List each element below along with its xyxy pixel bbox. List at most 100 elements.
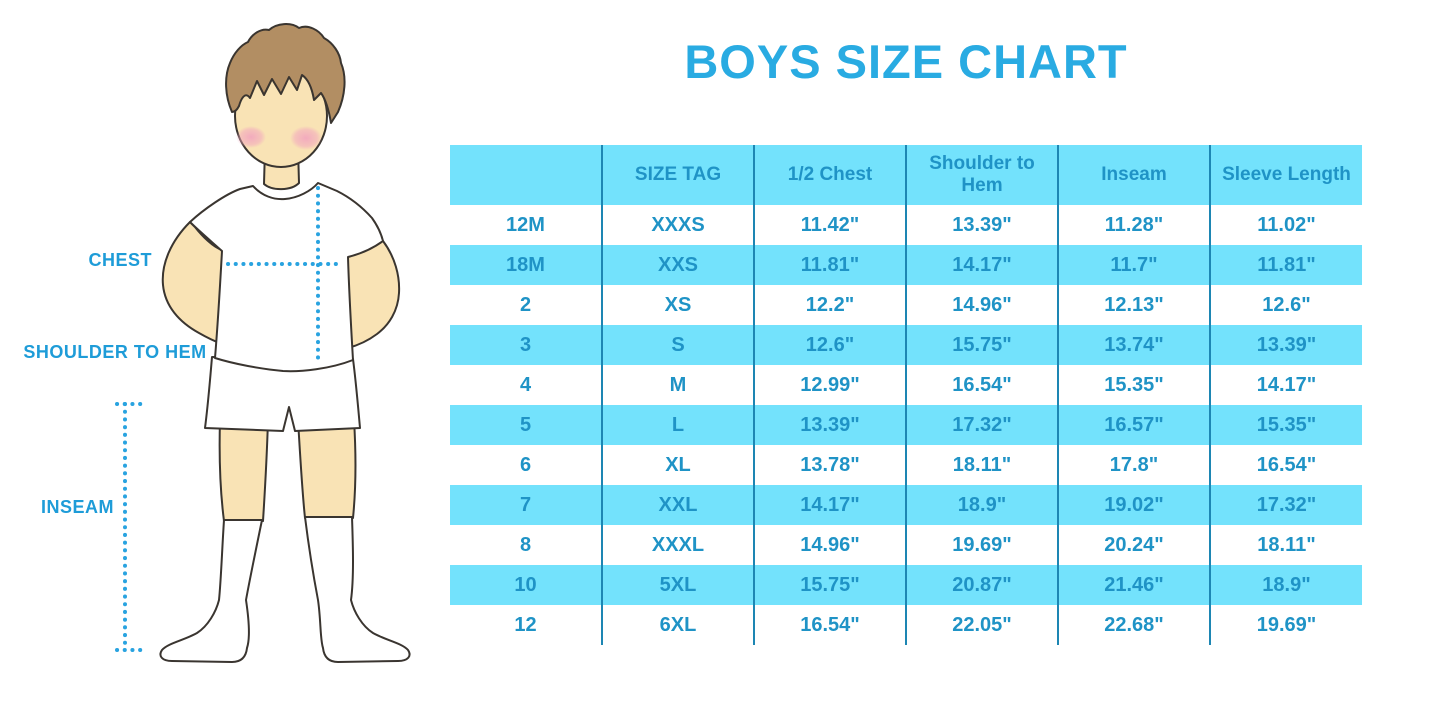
table-cell: 13.39" <box>753 405 906 445</box>
table-cell: 19.69" <box>1209 605 1362 645</box>
table-row: 12 6XL 16.54" 22.05" 22.68" 19.69" <box>450 605 1362 645</box>
table-cell: 14.17" <box>905 245 1058 285</box>
chest-label: CHEST <box>88 250 152 270</box>
right-leg-shape <box>297 419 357 519</box>
table-cell: 5 <box>450 405 602 445</box>
table-cell: 16.54" <box>1209 445 1362 485</box>
table-cell: 11.02" <box>1209 205 1362 245</box>
table-row: 5 L 13.39" 17.32" 16.57" 15.35" <box>450 405 1362 445</box>
table-cell: 13.78" <box>753 445 906 485</box>
table-cell: 19.69" <box>905 525 1058 565</box>
table-cell: 6 <box>519 453 532 476</box>
table-cell: 12 <box>514 613 537 636</box>
table-cell: 2 <box>519 293 532 316</box>
table-cell: 15.75" <box>905 325 1058 365</box>
table-cell: 18.11" <box>1209 525 1362 565</box>
tshirt-shape <box>189 182 384 373</box>
header-cell-inseam: Inseam <box>1057 145 1210 205</box>
table-cell: 19.02" <box>1057 485 1210 525</box>
table-cell: M <box>601 365 754 405</box>
blush-right <box>290 126 322 150</box>
table-cell: 12.99" <box>753 365 906 405</box>
header-cell-shoulder-to-hem: Shoulder to Hem <box>905 145 1058 205</box>
table-cell: 5XL <box>601 565 754 605</box>
table-cell: 22.68" <box>1057 605 1210 645</box>
table-cell: 18.9" <box>905 485 1058 525</box>
table-cell: 21.46" <box>1057 565 1210 605</box>
shorts-shape <box>204 356 361 432</box>
table-cell: 13.39" <box>1209 325 1362 365</box>
table-row: 7 XXL 14.17" 18.9" 19.02" 17.32" <box>450 485 1362 525</box>
table-cell: XXS <box>601 245 754 285</box>
table-cell: XXXS <box>601 205 754 245</box>
blush-left <box>236 126 266 148</box>
table-cell: 14.17" <box>1209 365 1362 405</box>
table-cell: 12M <box>506 213 545 236</box>
inseam-label: INSEAM <box>40 497 114 517</box>
table-cell: 16.57" <box>1057 405 1210 445</box>
table-cell: XS <box>601 285 754 325</box>
table-cell: 11.7" <box>1057 245 1210 285</box>
table-cell: 14.96" <box>753 525 906 565</box>
header-cell-half-chest: 1/2 Chest <box>753 145 906 205</box>
table-cell: 12.6" <box>753 325 906 365</box>
table-cell: 18M <box>450 245 602 285</box>
right-arm-shape <box>347 240 401 349</box>
table-cell: 17.8" <box>1057 445 1210 485</box>
table-cell: 15.75" <box>753 565 906 605</box>
table-cell: 16.54" <box>905 365 1058 405</box>
left-sock-shape <box>159 519 263 663</box>
header-cell-size-tag: SIZE TAG <box>601 145 754 205</box>
header-cell-blank <box>450 145 602 205</box>
table-cell: 10 <box>450 565 602 605</box>
table-cell: 11.81" <box>1209 245 1362 285</box>
table-cell: 15.35" <box>1057 365 1210 405</box>
table-cell: 22.05" <box>905 605 1058 645</box>
left-arm-shape <box>161 221 223 345</box>
header-cell-sleeve-length: Sleeve Length <box>1209 145 1362 205</box>
table-cell: 11.42" <box>753 205 906 245</box>
table-cell: 12.13" <box>1057 285 1210 325</box>
page-title: BOYS SIZE CHART <box>684 35 1128 88</box>
size-chart-table: SIZE TAG 1/2 Chest Shoulder to Hem Insea… <box>450 145 1362 645</box>
table-cell: 6XL <box>601 605 754 645</box>
table-cell: 18.11" <box>905 445 1058 485</box>
table-cell: L <box>601 405 754 445</box>
table-cell: 8 <box>519 533 532 556</box>
table-cell: 20.24" <box>1057 525 1210 565</box>
table-cell: 14.96" <box>905 285 1058 325</box>
table-row: 10 5XL 15.75" 20.87" 21.46" 18.9" <box>450 565 1362 605</box>
table-cell: 20.87" <box>905 565 1058 605</box>
table-cell: 3 <box>450 325 602 365</box>
table-cell: XXL <box>601 485 754 525</box>
table-cell: 14.17" <box>753 485 906 525</box>
table-cell: XL <box>601 445 754 485</box>
table-cell: 11.28" <box>1057 205 1210 245</box>
right-sock-shape <box>304 516 411 663</box>
table-cell: 17.32" <box>905 405 1058 445</box>
table-cell: 17.32" <box>1209 485 1362 525</box>
table-row: 18M XXS 11.81" 14.17" 11.7" 11.81" <box>450 245 1362 285</box>
table-cell: XXXL <box>601 525 754 565</box>
table-cell: 13.39" <box>905 205 1058 245</box>
table-cell: 12.2" <box>753 285 906 325</box>
table-row: 2 XS 12.2" 14.96" 12.13" 12.6" <box>450 285 1362 325</box>
table-cell: 13.74" <box>1057 325 1210 365</box>
table-cell: 15.35" <box>1209 405 1362 445</box>
boy-figure-illustration <box>115 23 411 663</box>
table-header-row: SIZE TAG 1/2 Chest Shoulder to Hem Insea… <box>450 145 1362 205</box>
table-cell: 18.9" <box>1209 565 1362 605</box>
shoulder-to-hem-label: SHOULDER TO HEM <box>23 342 207 362</box>
left-leg-shape <box>218 419 269 522</box>
table-cell: S <box>601 325 754 365</box>
table-cell: 7 <box>450 485 602 525</box>
table-row: 12M XXXS 11.42" 13.39" 11.28" 11.02" <box>450 205 1362 245</box>
hair-shape <box>225 23 346 124</box>
table-row: 6 XL 13.78" 18.11" 17.8" 16.54" <box>450 445 1362 485</box>
table-row: 8 XXXL 14.96" 19.69" 20.24" 18.11" <box>450 525 1362 565</box>
table-cell: 4 <box>519 373 532 396</box>
table-cell: 16.54" <box>753 605 906 645</box>
table-cell: 11.81" <box>753 245 906 285</box>
table-row: 3 S 12.6" 15.75" 13.74" 13.39" <box>450 325 1362 365</box>
table-row: 4 M 12.99" 16.54" 15.35" 14.17" <box>450 365 1362 405</box>
